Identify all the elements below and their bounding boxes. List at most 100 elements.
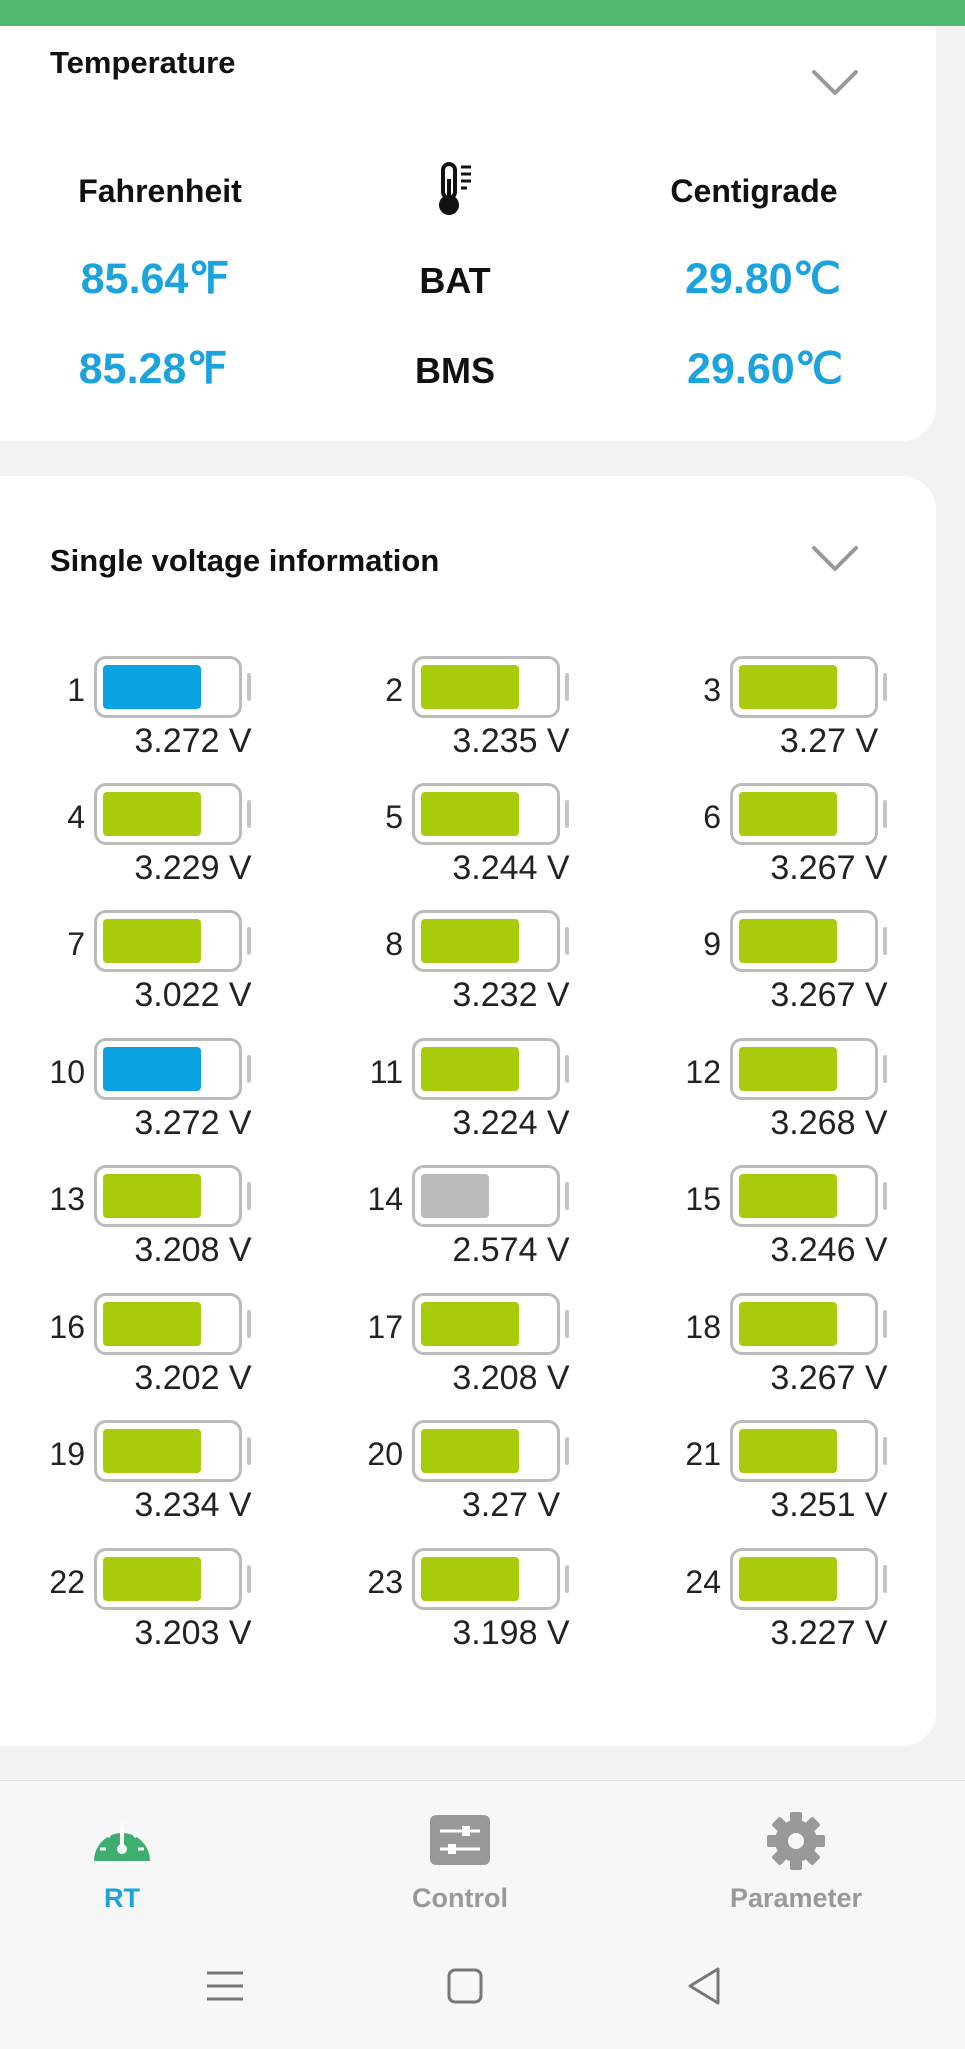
chevron-down-icon[interactable] [812, 546, 858, 572]
battery-terminal [883, 800, 887, 828]
cell-number: 14 [367, 1181, 403, 1217]
cell-voltage-value: 3.022 V [134, 976, 252, 1014]
battery-icon [730, 910, 878, 972]
home-icon[interactable] [440, 1961, 490, 2011]
chevron-down-icon[interactable] [812, 70, 858, 96]
battery-icon [730, 1165, 878, 1227]
battery-level-fill [739, 1047, 837, 1091]
battery-terminal [247, 800, 251, 828]
nav-label-rt: RT [104, 1883, 140, 1913]
cell-voltage-value: 3.272 V [134, 722, 252, 760]
cell-voltage-value: 3.251 V [770, 1486, 888, 1524]
battery-icon [94, 1420, 242, 1482]
fahrenheit-header: Fahrenheit [78, 173, 242, 209]
cell-voltage-value: 3.203 V [134, 1614, 252, 1652]
battery-terminal [565, 1182, 569, 1210]
cell-number: 2 [385, 672, 403, 708]
battery-level-fill [103, 1557, 201, 1601]
cell-number: 19 [49, 1436, 85, 1472]
battery-level-fill [421, 919, 519, 963]
cell-item: 22 3.203 V [32, 1548, 332, 1658]
battery-level-fill [421, 1047, 519, 1091]
cell-voltage-value: 3.267 V [770, 976, 888, 1014]
battery-level-fill [421, 1557, 519, 1601]
battery-terminal [565, 1310, 569, 1338]
battery-terminal [565, 800, 569, 828]
battery-level-fill [421, 1174, 489, 1218]
cell-voltage-value: 3.235 V [452, 722, 570, 760]
battery-icon [94, 1548, 242, 1610]
cell-item: 24 3.227 V [668, 1548, 965, 1658]
battery-icon [412, 783, 560, 845]
battery-level-fill [421, 792, 519, 836]
cell-voltage-value: 3.227 V [770, 1614, 888, 1652]
battery-level-fill [103, 665, 201, 709]
cell-voltage-value: 3.229 V [134, 849, 252, 887]
cell-number: 23 [367, 1564, 403, 1600]
status-bar [0, 0, 965, 26]
cell-voltage-value: 3.267 V [770, 849, 888, 887]
nav-item-parameter[interactable]: Parameter [686, 1811, 906, 1921]
battery-icon [94, 1293, 242, 1355]
battery-level-fill [103, 1174, 201, 1218]
back-icon[interactable] [680, 1961, 730, 2011]
cell-item: 15 3.246 V [668, 1165, 965, 1275]
battery-level-fill [739, 1557, 837, 1601]
temperature-card: Temperature Fahrenheit Centigrade 85.64℉… [0, 26, 936, 441]
menu-icon[interactable] [200, 1961, 250, 2011]
cell-voltage-value: 3.198 V [452, 1614, 570, 1652]
cell-number: 11 [369, 1054, 403, 1090]
bms-label: BMS [415, 350, 495, 391]
sliders-icon [430, 1815, 490, 1865]
cell-item: 23 3.198 V [350, 1548, 650, 1658]
bottom-navigation: RT Control Parameter [0, 1780, 965, 2049]
battery-icon [730, 1293, 878, 1355]
battery-icon [412, 1293, 560, 1355]
speedometer-icon [94, 1823, 150, 1861]
cell-item: 18 3.267 V [668, 1293, 965, 1403]
battery-terminal [883, 1055, 887, 1083]
battery-icon [412, 1038, 560, 1100]
battery-level-fill [421, 665, 519, 709]
cell-number: 15 [685, 1181, 721, 1217]
cell-number: 3 [703, 672, 721, 708]
nav-label-control: Control [412, 1883, 508, 1913]
battery-terminal [247, 1310, 251, 1338]
cell-voltage-value: 3.267 V [770, 1359, 888, 1397]
bms-celsius-value: 29.60℃ [687, 345, 843, 393]
centigrade-header: Centigrade [670, 173, 838, 209]
battery-icon [94, 783, 242, 845]
temperature-title: Temperature [50, 45, 236, 80]
cell-number: 6 [703, 799, 721, 835]
cell-number: 10 [49, 1054, 85, 1090]
cell-voltage-value: 3.202 V [134, 1359, 252, 1397]
cell-voltage-grid: 1 3.272 V 2 3.235 V 3 3.27 V 4 3.229 V 5 3.244 V 6… [0, 476, 936, 1746]
cell-item: 10 3.272 V [32, 1038, 332, 1148]
nav-item-rt[interactable]: RT [12, 1811, 232, 1921]
battery-terminal [247, 1437, 251, 1465]
battery-icon [412, 656, 560, 718]
cell-number: 18 [685, 1309, 721, 1345]
battery-icon [94, 1165, 242, 1227]
battery-icon [412, 1548, 560, 1610]
cell-item: 17 3.208 V [350, 1293, 650, 1403]
cell-item: 3 3.27 V [668, 656, 965, 766]
nav-label-parameter: Parameter [729, 1883, 863, 1913]
cell-voltage-value: 3.272 V [134, 1104, 252, 1142]
battery-icon [730, 783, 878, 845]
battery-level-fill [739, 1302, 837, 1346]
cell-number: 13 [49, 1181, 85, 1217]
cell-voltage-value: 3.234 V [134, 1486, 252, 1524]
battery-terminal [883, 1182, 887, 1210]
cell-item: 21 3.251 V [668, 1420, 965, 1530]
battery-terminal [565, 1055, 569, 1083]
battery-level-fill [103, 919, 201, 963]
cell-number: 5 [385, 799, 403, 835]
battery-level-fill [739, 665, 837, 709]
nav-item-control[interactable]: Control [350, 1811, 570, 1921]
cell-number: 16 [49, 1309, 85, 1345]
cell-number: 17 [367, 1309, 403, 1345]
battery-terminal [883, 1565, 887, 1593]
cell-item: 9 3.267 V [668, 910, 965, 1020]
battery-icon [412, 910, 560, 972]
